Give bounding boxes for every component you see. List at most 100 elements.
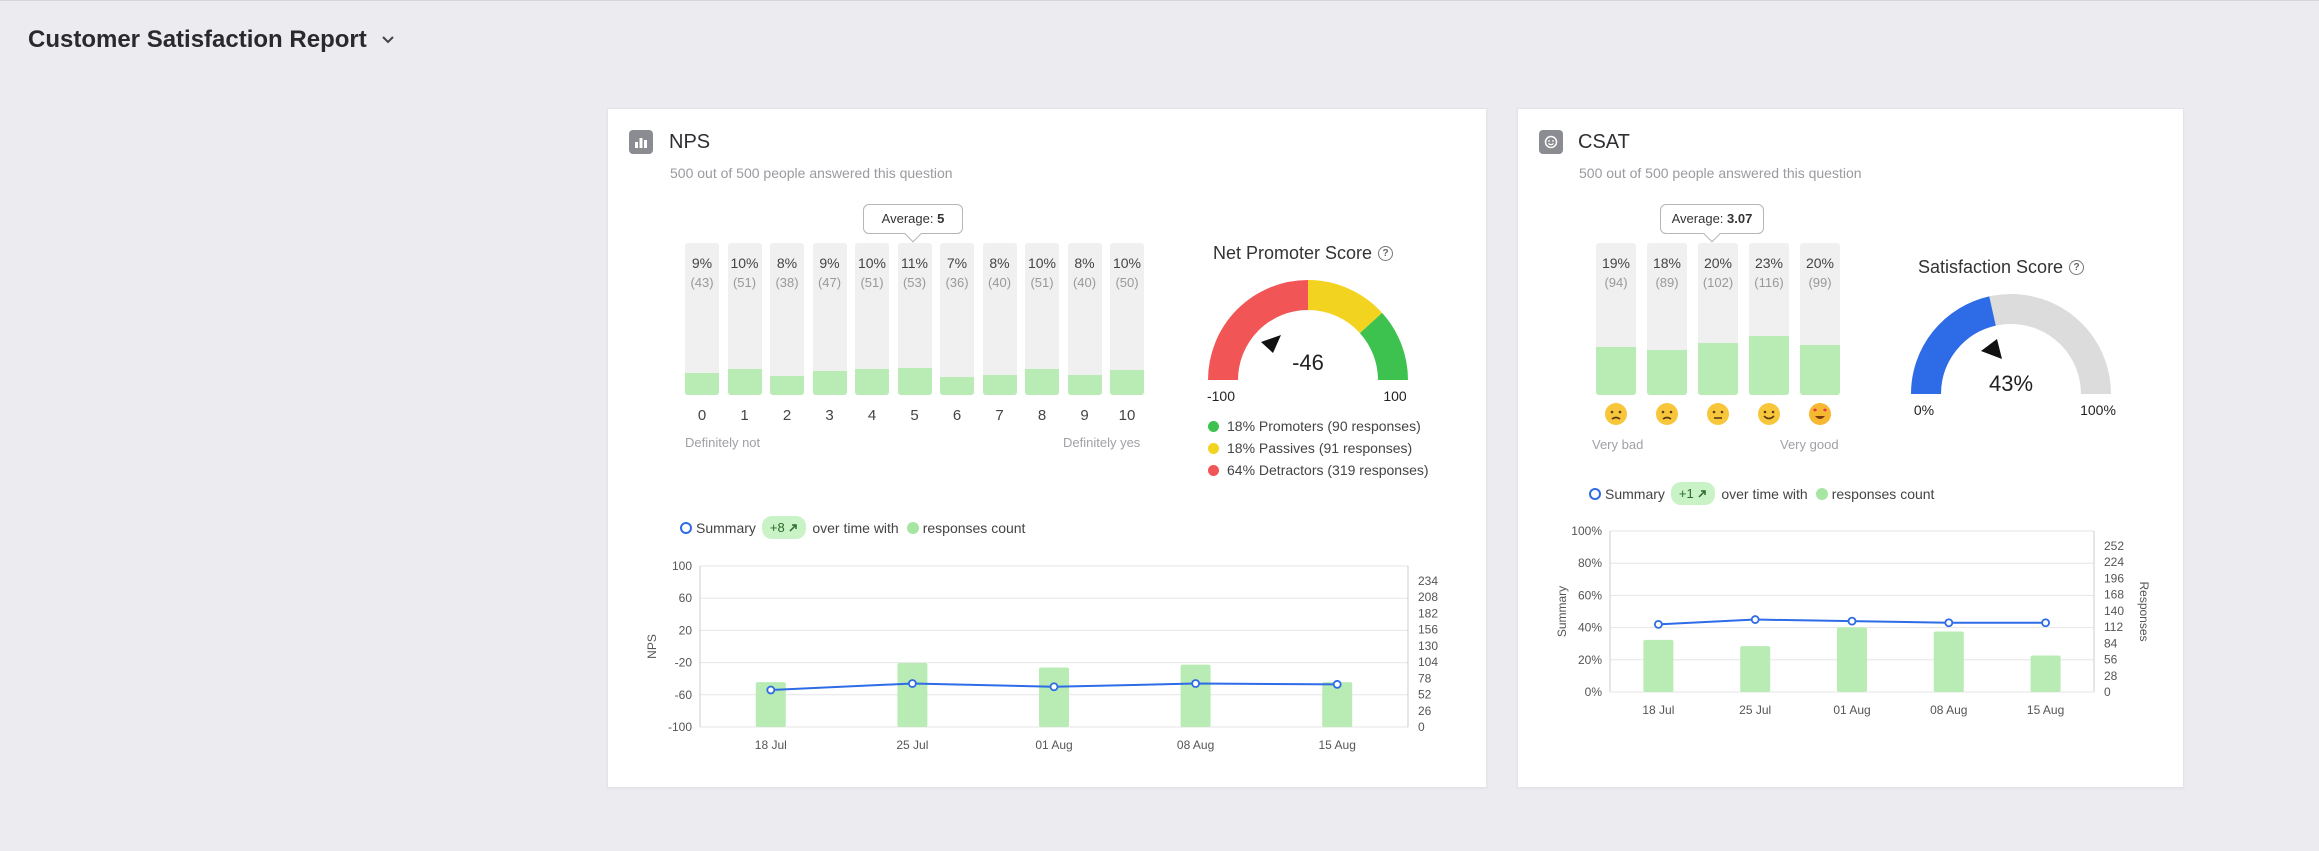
- legend-label: 64% Detractors (319 responses): [1227, 462, 1429, 478]
- csat-low-label: Very bad: [1592, 437, 1644, 452]
- gauge-max-label: 100%: [2080, 402, 2116, 418]
- responses-bar: [1322, 682, 1353, 727]
- y2-tick-label: 56: [2104, 653, 2118, 667]
- y2-tick-label: 140: [2104, 604, 2124, 618]
- summary-point: [1944, 618, 1954, 628]
- nps-gauge: -46 -100 100: [1207, 280, 1408, 404]
- x-tick-label: 01 Aug: [1833, 703, 1870, 717]
- bar-fill: [1110, 370, 1144, 395]
- nps-bar: 7% (36): [940, 243, 974, 395]
- smiley-icon: [1539, 130, 1563, 154]
- bar-count: (40): [987, 275, 1012, 290]
- bar-percent: 8%: [776, 255, 798, 271]
- summary-marker-icon: [680, 521, 692, 534]
- emoji-neutral-icon: [1705, 401, 1731, 427]
- responses-bar: [1180, 664, 1211, 727]
- y2-tick-label: 26: [1418, 704, 1432, 718]
- responses-bar: [1740, 646, 1771, 692]
- report-title-dropdown[interactable]: Customer Satisfaction Report: [28, 26, 395, 54]
- y-tick-label: 0%: [1585, 685, 1603, 699]
- chevron-down-icon[interactable]: [381, 33, 395, 47]
- score-label: 5: [910, 407, 919, 424]
- score-label: 1: [740, 407, 749, 424]
- bar-percent: 8%: [1074, 255, 1095, 271]
- summary-point: [1332, 679, 1342, 689]
- csat-average-tooltip: Average: 3.07: [1660, 204, 1764, 243]
- csat-summary-legend: Summary +1 over time with responses coun…: [1589, 482, 1934, 505]
- nps-score-title: Net Promoter Score?: [1213, 243, 1394, 264]
- nps-delta-badge: +8: [761, 516, 807, 539]
- bar-percent: 7%: [946, 255, 968, 271]
- nps-average-tooltip: Average: 5: [863, 204, 963, 243]
- score-label: 2: [782, 407, 792, 424]
- bar-count: (51): [860, 275, 884, 290]
- score-label: 8: [1037, 407, 1047, 424]
- legend-dot-icon: [1208, 464, 1219, 476]
- nps-bar: 10% (51): [1025, 243, 1059, 395]
- y2-tick-label: 0: [2104, 685, 2111, 699]
- gauge-min-label: 0%: [1914, 402, 1934, 418]
- y-tick-label: 100%: [1571, 524, 1602, 538]
- y2-tick-label: 234: [1418, 574, 1438, 588]
- bar-count: (99): [1808, 275, 1832, 290]
- responses-marker-icon: [1815, 487, 1828, 500]
- bar-fill: [1698, 343, 1738, 395]
- bar-fill: [685, 373, 719, 395]
- trend-up-icon: [1698, 489, 1707, 498]
- bar-count: (50): [1115, 275, 1139, 290]
- responses-bar: [2030, 655, 2061, 692]
- summary-point: [2041, 618, 2051, 628]
- x-tick-label: 25 Jul: [896, 738, 928, 752]
- summary-point: [1847, 616, 1857, 626]
- responses-bar: [1643, 639, 1674, 692]
- bar-percent: 10%: [1112, 255, 1142, 271]
- y2-tick-label: 224: [2104, 555, 2124, 569]
- x-tick-label: 18 Jul: [755, 738, 787, 752]
- bar-percent: 10%: [857, 255, 887, 271]
- bar-fill: [855, 369, 889, 395]
- top-divider: [0, 0, 2319, 1]
- y-tick-label: 20: [679, 623, 693, 637]
- emoji-very-bad-icon: [1603, 401, 1629, 427]
- nps-bar: 8% (40): [1067, 243, 1102, 395]
- bar-percent: 20%: [1703, 255, 1733, 271]
- bar-count: (116): [1754, 275, 1784, 290]
- y-tick-label: -60: [675, 688, 693, 702]
- csat-trend-chart: 100% 80% 60% 40% 20% 0% 252 224 196 168 140 112 84 56…: [1555, 524, 2151, 717]
- nps-high-label: Definitely yes: [1063, 435, 1141, 450]
- score-label: 6: [952, 407, 962, 424]
- y2-tick-label: 168: [2104, 588, 2124, 602]
- csat-bar: 19% (94): [1596, 243, 1636, 395]
- bar-count: (51): [732, 275, 757, 290]
- summary-point: [766, 685, 776, 695]
- x-tick-label: 08 Aug: [1177, 738, 1214, 752]
- y-tick-label: 100: [672, 559, 692, 573]
- csat-score-title: Satisfaction Score?: [1918, 257, 2085, 278]
- help-icon[interactable]: ?: [1378, 246, 1394, 261]
- bar-percent: 20%: [1805, 255, 1835, 271]
- nps-low-label: Definitely not: [685, 435, 761, 450]
- bar-fill: [770, 376, 804, 395]
- y-tick-label: 20%: [1578, 653, 1602, 667]
- nps-title: NPS: [669, 131, 711, 153]
- bar-count: (38): [775, 275, 799, 290]
- bar-count: (36): [945, 275, 969, 290]
- x-tick-label: 18 Jul: [1642, 703, 1674, 717]
- nps-score-value: -46: [1292, 350, 1324, 375]
- bar-percent: 8%: [989, 255, 1010, 271]
- bar-fill: [1067, 375, 1102, 395]
- csat-high-label: Very good: [1780, 437, 1839, 452]
- bar-fill: [812, 371, 847, 395]
- y-axis-title: NPS: [645, 634, 659, 659]
- summary-point: [1191, 679, 1200, 688]
- csat-bar: 23% (116): [1749, 243, 1789, 395]
- csat-title: CSAT: [1578, 131, 1630, 153]
- y2-tick-label: 196: [2104, 571, 2124, 585]
- bar-percent: 23%: [1754, 255, 1784, 271]
- emoji-bad-icon: [1654, 401, 1680, 427]
- score-label: 3: [825, 407, 834, 424]
- legend-dot-icon: [1208, 442, 1219, 454]
- help-icon[interactable]: ?: [2069, 260, 2085, 275]
- summary-point: [1049, 682, 1059, 692]
- y-tick-label: 80%: [1578, 556, 1602, 570]
